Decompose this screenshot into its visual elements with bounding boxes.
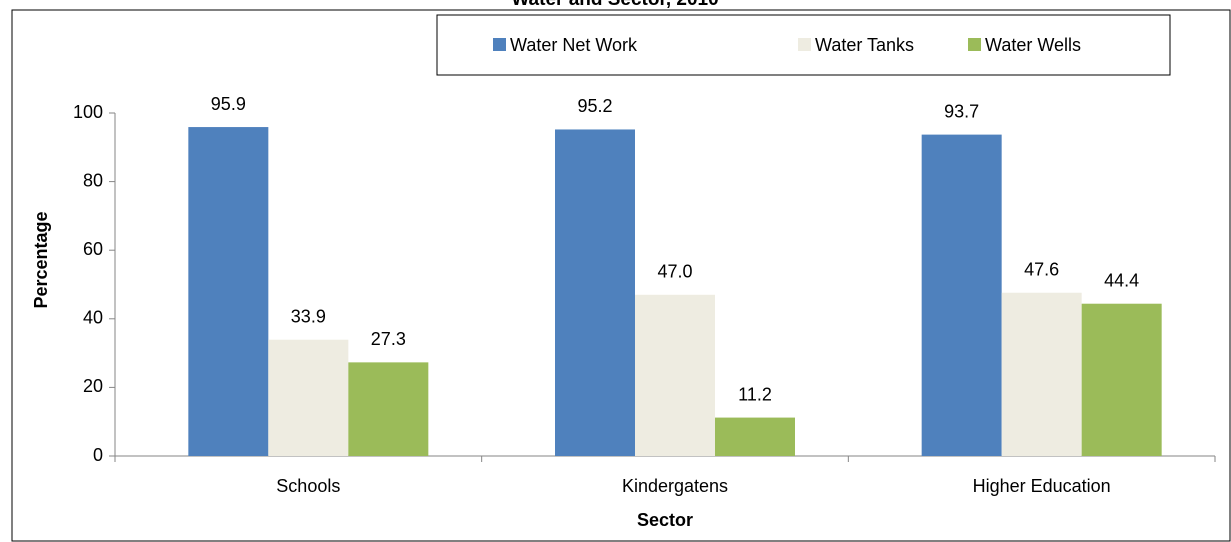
bar xyxy=(348,362,429,456)
x-tick-label: Kindergatens xyxy=(622,476,728,496)
bar xyxy=(921,134,1002,456)
bar xyxy=(635,294,715,456)
y-tick-label: 20 xyxy=(83,376,103,396)
bar xyxy=(555,129,635,457)
data-label: 11.2 xyxy=(738,384,772,404)
legend-swatch xyxy=(798,38,811,51)
data-label: 47.0 xyxy=(657,262,692,282)
data-label: 95.2 xyxy=(577,96,612,116)
data-label: 27.3 xyxy=(371,329,406,349)
bar xyxy=(268,339,349,456)
data-label: 95.9 xyxy=(211,94,246,114)
data-label: 33.9 xyxy=(291,306,326,326)
x-tick-label: Higher Education xyxy=(973,476,1111,496)
legend-swatch xyxy=(493,38,506,51)
y-tick-label: 80 xyxy=(83,170,103,190)
legend-label: Water Wells xyxy=(985,35,1081,55)
chart-border xyxy=(11,9,1231,542)
y-tick-label: 40 xyxy=(83,308,103,328)
data-label: 47.6 xyxy=(1024,259,1059,279)
data-label: 93.7 xyxy=(944,101,979,121)
x-axis-label: Sector xyxy=(637,510,693,530)
y-axis-label: Percentage xyxy=(31,211,51,308)
bar xyxy=(1081,303,1162,456)
bar xyxy=(188,127,269,457)
chart-title: Water and Sector, 2010 xyxy=(511,0,718,10)
data-label: 44.4 xyxy=(1104,270,1139,290)
legend-swatch xyxy=(968,38,981,51)
legend-box xyxy=(436,14,1171,76)
bar xyxy=(715,417,795,456)
x-tick-label: Schools xyxy=(276,476,340,496)
y-tick-label: 100 xyxy=(73,102,103,122)
y-tick-label: 0 xyxy=(93,445,103,465)
bar xyxy=(1001,292,1082,456)
y-tick-label: 60 xyxy=(83,239,103,259)
legend-label: Water Tanks xyxy=(815,35,914,55)
legend-label: Water Net Work xyxy=(510,35,638,55)
